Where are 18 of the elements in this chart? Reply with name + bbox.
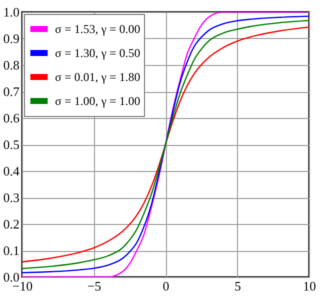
y-tick-label: 1.0 bbox=[3, 4, 20, 20]
x-tick-label: 10 bbox=[303, 278, 316, 294]
y-tick-label: 0.2 bbox=[3, 216, 20, 232]
y-tick-label: 0.5 bbox=[3, 137, 20, 152]
legend-label: σ = 0.01, γ = 1.80 bbox=[55, 70, 140, 84]
y-tick-label: 0.4 bbox=[3, 164, 20, 178]
y-tick-label: 0.1 bbox=[3, 243, 20, 258]
y-tick-label: 0.8 bbox=[3, 58, 20, 72]
x-tick-label: 5 bbox=[234, 278, 241, 294]
legend-label: σ = 1.30, γ = 0.50 bbox=[55, 46, 140, 60]
legend-label: σ = 1.53, γ = 0.00 bbox=[55, 22, 140, 36]
y-tick-label: 0.7 bbox=[3, 84, 20, 99]
y-tick-label: 0.3 bbox=[3, 190, 20, 205]
y-tick-label: 0.6 bbox=[3, 110, 20, 126]
y-tick-label: 0.9 bbox=[3, 31, 20, 46]
legend-label: σ = 1.00, γ = 1.00 bbox=[55, 94, 140, 108]
x-tick-label: −5 bbox=[87, 278, 102, 294]
x-tick-label: 0 bbox=[162, 278, 170, 294]
